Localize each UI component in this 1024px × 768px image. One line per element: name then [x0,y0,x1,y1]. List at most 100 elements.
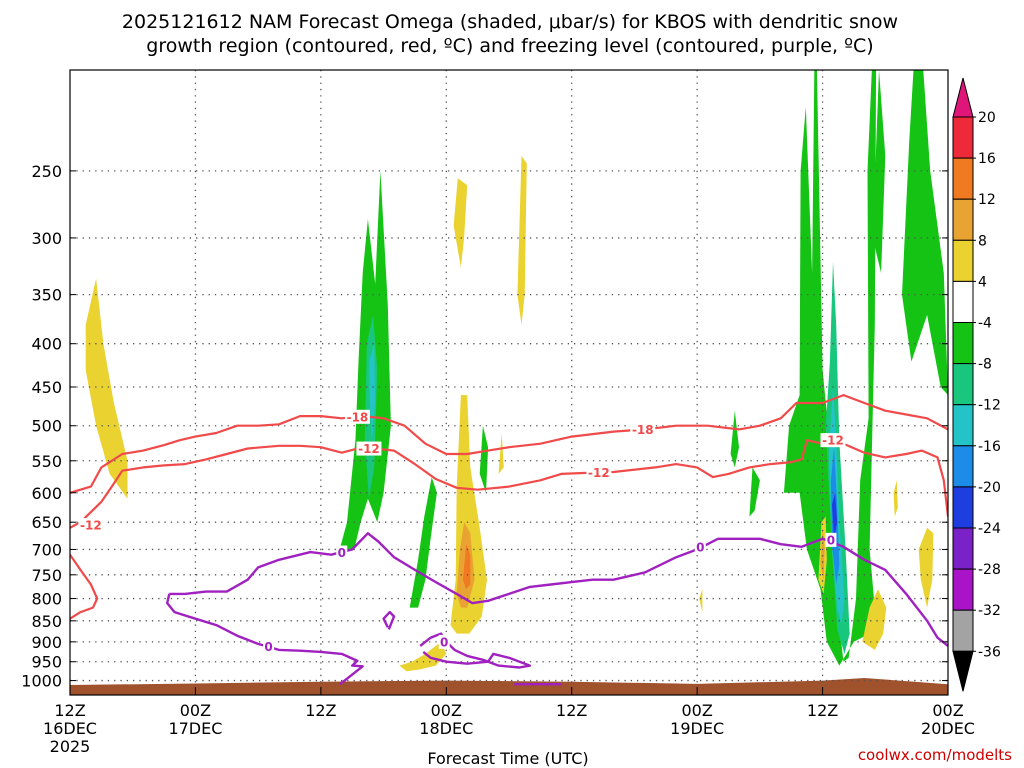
freezing-level-layer: 0 0 0 0 0 [166,532,948,686]
y-tick-label: 750 [31,566,62,585]
dgz-contour-label-bg [586,465,612,480]
colorbar-below-triangle [952,650,974,692]
freezing-contour-line [382,610,396,630]
freezing-contour-line [166,593,364,686]
freezing-contour-label-bg [825,532,837,547]
dgz-contour-label-bg [356,441,382,456]
x-tick-label: 00Z [932,701,963,720]
colorbar-band-c4_8 [952,239,974,282]
omega-region-cn8_n4 [730,410,739,468]
y-tick-label: 450 [31,378,62,397]
x-tick-label: 12Z [305,701,336,720]
dgz-contour-layer: -18 -18 -12 -12 -12 -12 [70,394,948,620]
freezing-contour-label: 0 [264,640,272,654]
x-tick-label: 17DEC [168,719,222,738]
y-tick-label: 250 [31,162,62,181]
colorbar-label: -16 [978,439,1001,455]
x-tick-label: 18DEC [419,719,473,738]
freezing-contour-label: 0 [827,533,835,547]
freezing-contour-label-bg [694,539,706,554]
dgz-contour-label-bg [630,422,656,437]
freezing-contour-label-bg [336,545,348,560]
colorbar-label: 16 [978,151,996,167]
x-tick-label: 12Z [556,701,587,720]
omega-region-cn8_n4 [479,425,489,493]
colorbar-band-c8_12 [952,198,974,241]
colorbar-label: 12 [978,192,996,208]
x-tick-label: 12Z [54,701,85,720]
omega-region-c4_8 [699,589,703,613]
freezing-contour-label: 0 [440,635,448,649]
colorbar-band-c12_16 [952,157,974,200]
y-tick-label: 500 [31,417,62,436]
dgz-contour-label-bg [344,409,370,424]
colorbar: 20 16 12 8 4 -4 -8 -12 -16 -20 -24 -28 -32 -36 [952,77,1001,692]
grid-layer [70,70,948,695]
colorbar-label: -24 [978,521,1001,537]
y-tick-label: 650 [31,513,62,532]
omega-region-c12_16 [463,544,471,590]
colorbar-band-cn20_n16 [952,445,974,488]
colorbar-band-cn4_4 [952,280,974,323]
x-tick-label: 2025 [50,737,91,756]
colorbar-label: -8 [978,357,992,373]
dgz-contour-label-bg [78,518,104,533]
colorbar-band-c16_20 [952,116,974,159]
x-tick-label: 00Z [681,701,712,720]
y-tick-label: 550 [31,452,62,471]
plot-frame [69,69,949,696]
omega-region-c4_8 [453,178,468,268]
colorbar-band-cn16_n12 [952,404,974,447]
omega-region-c4_8 [893,480,898,517]
dgz-contour-line [70,554,99,620]
colorbar-band-cn8_n4 [952,322,974,365]
omega-region-cn12_n8 [825,261,850,654]
colorbar-label: -12 [978,398,1001,414]
terrain-surface [70,678,948,695]
x-tick-label: 00Z [431,701,462,720]
colorbar-label: -36 [978,644,1001,660]
omega-region-cn8_n4 [783,70,877,666]
omega-region-cn8_n4 [749,467,760,517]
x-tick-label: 20DEC [921,719,975,738]
y-tick-label: 1000 [21,672,62,691]
colorbar-label: -32 [978,603,1001,619]
omega-region-c4_8 [862,589,887,650]
y-tick-label: 700 [31,540,62,559]
omega-region-c4_8 [517,155,527,325]
title-line-2: growth region (contoured, red, ºC) and f… [146,35,873,57]
colorbar-label: -20 [978,480,1001,496]
omega-region-c8_12 [820,527,825,580]
credit-text: coolwx.com/modelts [858,746,1012,764]
x-axis-label: Forecast Time (UTC) [427,749,588,768]
dgz-contour-label: -12 [80,519,102,533]
colorbar-band-cn32_n28 [952,568,974,611]
dgz-contour-label-bg [820,433,846,448]
freezing-contour-label: 0 [338,546,346,560]
freezing-contour-label-bg [263,639,275,654]
colorbar-label: 20 [978,110,996,126]
y-tick-label: 800 [31,590,62,609]
x-tick-label: 12Z [807,701,838,720]
title-line-1: 2025121612 NAM Forecast Omega (shaded, μ… [122,11,898,33]
y-tick-label: 300 [31,229,62,248]
dgz-contour-label: -18 [347,410,369,424]
y-tick-label: 400 [31,335,62,354]
y-tick-label: 900 [31,633,62,652]
dgz-contour-label: -18 [632,423,654,437]
omega-region-c4_8 [918,527,934,608]
colorbar-label: 4 [978,274,987,290]
omega-region-c4_8 [498,433,504,474]
dgz-contour-line [70,394,948,494]
x-tick-label: 19DEC [670,719,724,738]
omega-region-c4_8 [399,641,447,672]
colorbar-band-cn28_n24 [952,527,974,570]
colorbar-label: 8 [978,233,987,249]
colorbar-band-cn12_n8 [952,363,974,406]
dgz-contour-label: -12 [822,434,844,448]
omega-region-c4_8 [85,278,128,499]
dgz-contour-label: -12 [588,466,610,480]
omega-region-cn8_n4 [872,70,886,273]
